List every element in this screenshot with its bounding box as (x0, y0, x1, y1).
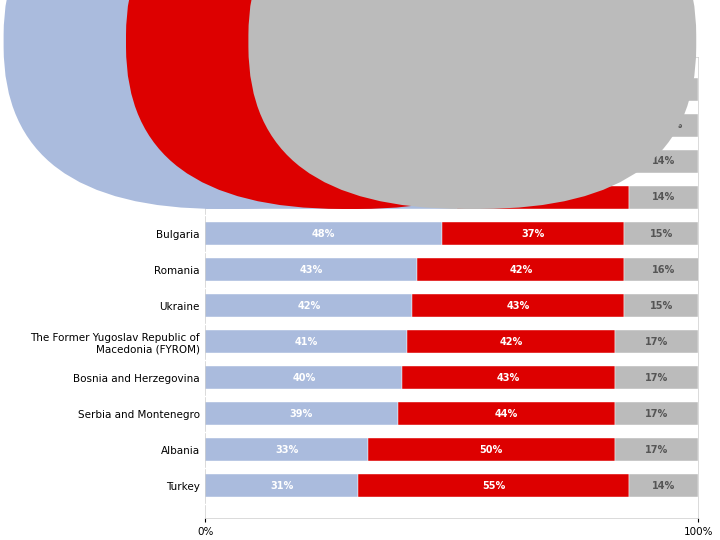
Text: 41%: 41% (294, 336, 318, 347)
Bar (358, 474, 629, 497)
Bar (402, 366, 615, 389)
Text: 77%: 77% (384, 84, 407, 94)
Bar (442, 222, 624, 245)
Bar (205, 294, 413, 318)
Bar (205, 438, 368, 461)
Bar (205, 366, 402, 389)
Bar (397, 402, 615, 426)
Text: 13%: 13% (606, 84, 629, 94)
Text: 15%: 15% (649, 228, 673, 239)
Text: 17%: 17% (645, 373, 668, 383)
Text: Against: Against (360, 36, 400, 45)
Bar (624, 258, 703, 281)
Text: 44%: 44% (495, 409, 518, 419)
Bar (408, 330, 615, 353)
Bar (205, 330, 408, 353)
Bar (629, 186, 698, 209)
Bar (629, 474, 698, 497)
Text: 18%: 18% (573, 157, 597, 166)
Text: 77%: 77% (384, 120, 407, 131)
Bar (629, 150, 698, 173)
Text: 33%: 33% (275, 444, 298, 455)
Text: 42%: 42% (509, 265, 533, 274)
Bar (624, 222, 698, 245)
Text: 48%: 48% (312, 228, 336, 239)
Text: 15%: 15% (649, 301, 673, 310)
Bar (205, 258, 418, 281)
Bar (205, 402, 397, 426)
Bar (205, 222, 442, 245)
Bar (205, 78, 585, 101)
Text: 16%: 16% (652, 265, 675, 274)
Bar (649, 78, 698, 101)
Bar (368, 438, 615, 461)
Bar (644, 114, 698, 137)
Text: 43%: 43% (507, 301, 530, 310)
Text: 40%: 40% (292, 373, 315, 383)
Bar (205, 150, 541, 173)
Bar (615, 438, 698, 461)
Text: 17%: 17% (645, 336, 668, 347)
Text: 55%: 55% (482, 481, 505, 491)
Text: 43%: 43% (497, 373, 520, 383)
Bar (615, 366, 698, 389)
Text: 17%: 17% (645, 409, 668, 419)
Bar (615, 402, 698, 426)
Bar (541, 150, 629, 173)
Text: 51%: 51% (320, 192, 343, 202)
Bar (205, 474, 358, 497)
Bar (615, 330, 698, 353)
Text: 14%: 14% (652, 157, 675, 166)
Text: 42%: 42% (500, 336, 523, 347)
Text: 35%: 35% (531, 192, 554, 202)
Text: 42%: 42% (297, 301, 320, 310)
Bar (585, 114, 644, 137)
Text: 12%: 12% (603, 120, 626, 131)
Text: 14%: 14% (652, 192, 675, 202)
Text: DK: DK (482, 36, 497, 45)
Text: 11%: 11% (660, 120, 683, 131)
Text: 39%: 39% (289, 409, 313, 419)
Text: 37%: 37% (521, 228, 545, 239)
Text: Support to enlargement - Countries Test: Support to enlargement - Countries Test (202, 16, 518, 30)
Bar (205, 186, 456, 209)
Bar (205, 114, 585, 137)
Text: 14%: 14% (652, 481, 675, 491)
Text: 68%: 68% (361, 157, 384, 166)
Bar (585, 78, 649, 101)
Text: In favour: In favour (238, 36, 284, 45)
Text: 43%: 43% (300, 265, 323, 274)
Text: 50%: 50% (480, 444, 503, 455)
Bar (456, 186, 629, 209)
Bar (413, 294, 624, 318)
Bar (624, 294, 698, 318)
Text: 31%: 31% (270, 481, 293, 491)
Text: 17%: 17% (645, 444, 668, 455)
Bar (418, 258, 624, 281)
Text: 10%: 10% (662, 84, 685, 94)
